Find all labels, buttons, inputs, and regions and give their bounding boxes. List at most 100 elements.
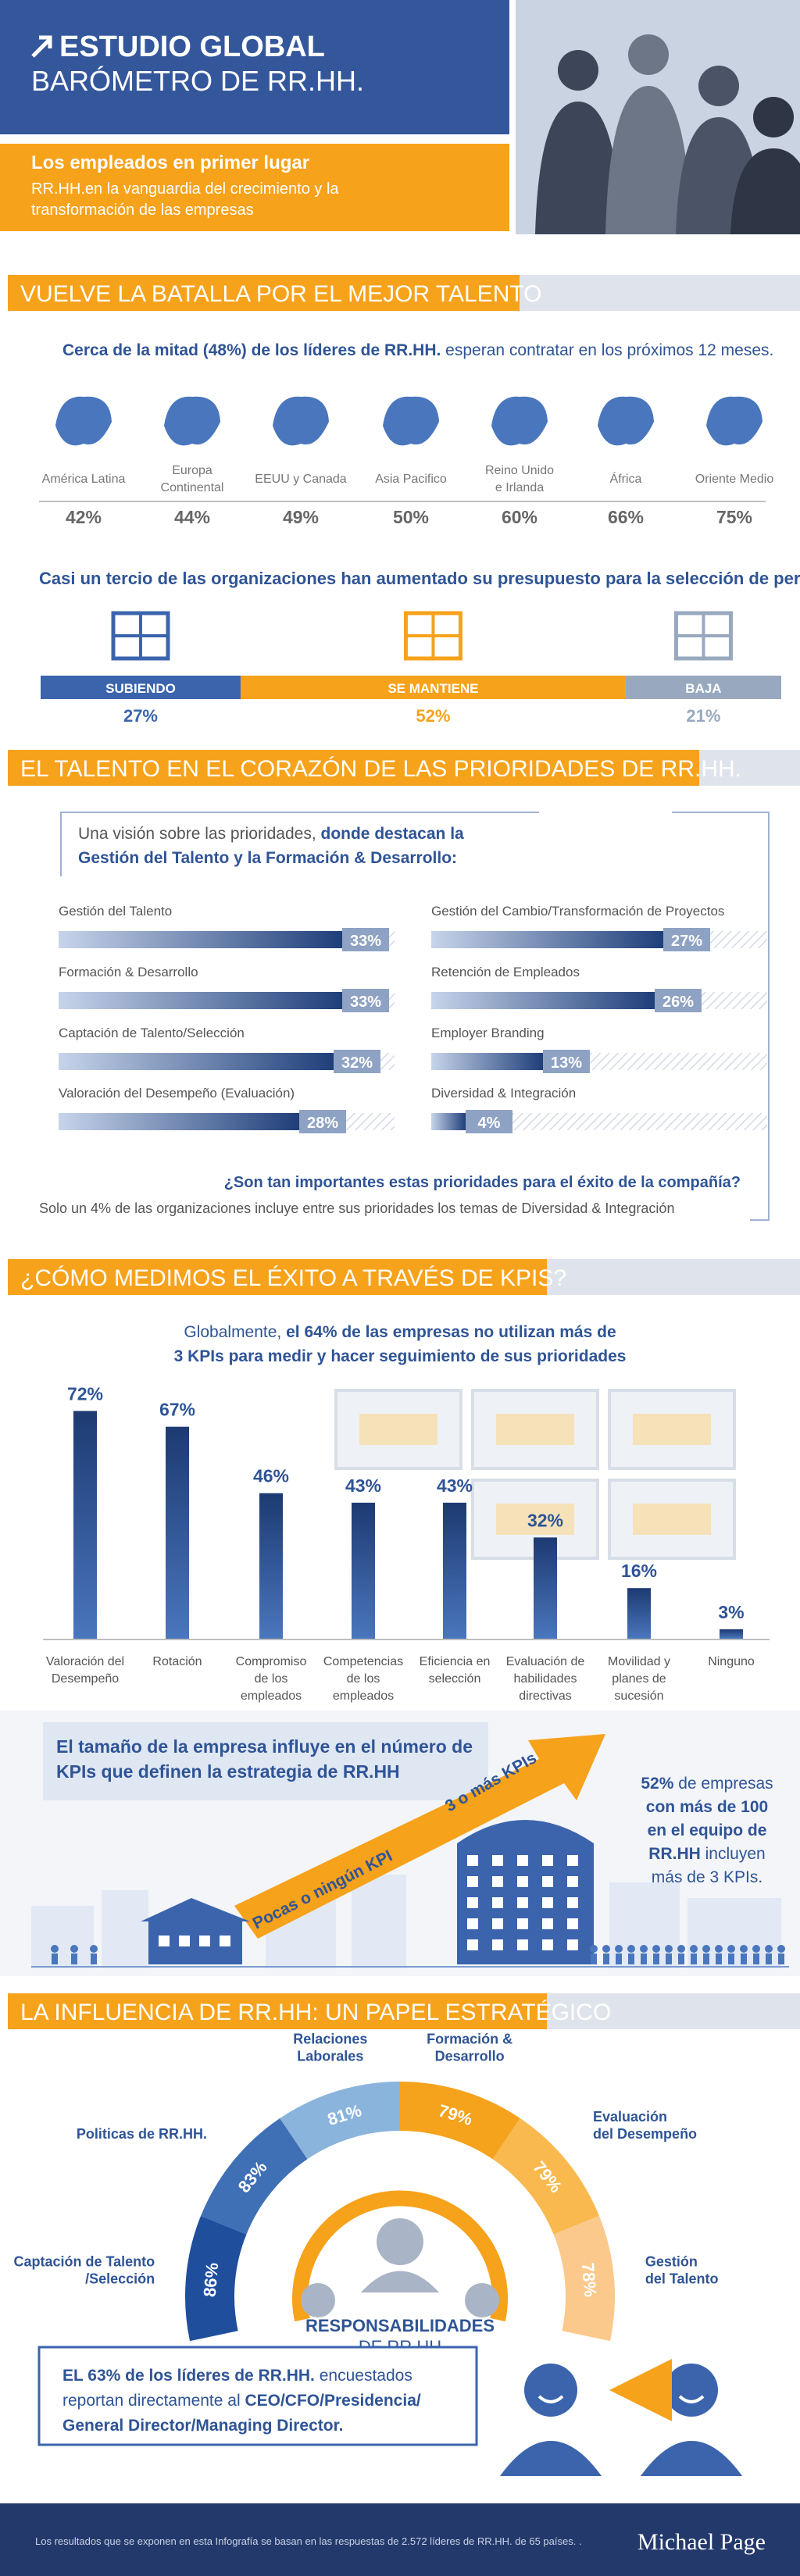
region-map <box>55 396 112 446</box>
side-person-head <box>465 2283 499 2317</box>
priority-bar <box>59 992 342 1009</box>
person-head <box>640 1945 648 1953</box>
tagline-panel <box>0 144 509 231</box>
region-name: Europa <box>172 464 212 477</box>
budget-heading: Casi un tercio de las organizaciones han… <box>39 569 800 588</box>
icon-person-body <box>500 2441 602 2476</box>
person-head <box>652 1945 660 1953</box>
kpi-name: Evaluación de <box>506 1655 585 1668</box>
arc-segment <box>553 2215 616 2342</box>
kpi-name: Eficiencia en <box>420 1655 491 1668</box>
priority-value: 28% <box>307 1115 338 1132</box>
kpi-value: 3% <box>718 1602 744 1622</box>
window-icon-grid <box>405 613 461 658</box>
kpi-name: empleados <box>241 1689 302 1703</box>
kpi-value: 67% <box>159 1400 195 1420</box>
priority-name: Retención de Empleados <box>431 965 580 979</box>
person-body <box>691 1953 697 1964</box>
budget-name: BAJA <box>685 681 721 696</box>
window <box>567 1855 578 1866</box>
kpi-name: Competencias <box>323 1655 403 1668</box>
window <box>567 1939 578 1950</box>
plain-text: incluyen <box>701 1845 766 1863</box>
window <box>467 1918 478 1929</box>
region-name: América Latina <box>42 473 126 486</box>
priority-bar <box>59 1113 299 1130</box>
window <box>517 1918 528 1929</box>
person-body <box>91 1953 97 1964</box>
rich-text: en el equipo de <box>648 1821 767 1839</box>
priority-bar <box>59 931 342 948</box>
window <box>542 1897 553 1908</box>
priority-name: Diversidad & Integración <box>431 1086 576 1101</box>
skyline <box>352 1875 406 1968</box>
region-value: 66% <box>608 507 644 527</box>
plain-text: encuestados <box>315 2367 412 2385</box>
window <box>517 1939 528 1950</box>
kpi-name: Valoración del <box>46 1655 124 1668</box>
rich-text: con más de 100 <box>646 1798 768 1816</box>
kpi-value: 43% <box>437 1475 473 1496</box>
budget-value: 52% <box>416 706 450 726</box>
priority-remainder <box>380 1053 395 1070</box>
heading-band <box>8 275 520 311</box>
bold-text: con más de 100 <box>646 1798 768 1816</box>
dashboard-icon-chart <box>359 1414 438 1445</box>
priority-name: Employer Branding <box>431 1026 545 1040</box>
heading-band-gray <box>547 1259 800 1295</box>
person-body <box>716 1953 722 1964</box>
priority-bar <box>431 1053 543 1070</box>
photo-person-head <box>753 97 794 137</box>
priority-label-box <box>655 989 702 1012</box>
arc-name: Laborales <box>297 2048 363 2064</box>
building-roof <box>457 1820 594 1843</box>
house-roof <box>141 1898 250 1921</box>
heading-band-gray <box>699 750 800 786</box>
window <box>542 1855 553 1866</box>
rich-text: reportan directamente al CEO/CFO/Preside… <box>62 2392 421 2410</box>
kpi-name: planes de <box>612 1672 666 1686</box>
person-head <box>727 1945 735 1953</box>
window <box>467 1876 478 1887</box>
section-heading: EL TALENTO EN EL CORAZÓN DE LAS PRIORIDA… <box>20 756 741 782</box>
rich-text: 3 KPIs para medir y hacer seguimiento de… <box>174 1347 627 1365</box>
person-body <box>591 1953 597 1964</box>
side-person-head <box>301 2283 335 2317</box>
bold-text: en el equipo de <box>648 1821 767 1839</box>
priority-bar <box>431 992 655 1009</box>
bold-text: el 64% de las empresas no utilizan más d… <box>286 1323 616 1341</box>
rich-text: Una visión sobre las prioridades, donde … <box>78 825 464 843</box>
priority-bar <box>431 931 663 948</box>
window <box>567 1876 578 1887</box>
window <box>467 1939 478 1950</box>
arc-name: del Talento <box>645 2271 719 2286</box>
kpi-value: 46% <box>253 1466 289 1486</box>
window <box>199 1936 210 1946</box>
window <box>179 1936 190 1946</box>
region-name: África <box>610 471 642 486</box>
photo-person-body <box>535 102 621 234</box>
priority-name: Captación de Talento/Selección <box>59 1026 245 1040</box>
kpi-name: Ninguno <box>708 1655 755 1668</box>
bold-text: EL 63% de los líderes de RR.HH. <box>62 2367 315 2385</box>
center-person-head <box>377 2218 423 2265</box>
priority-label-box <box>299 1110 346 1133</box>
person-body <box>641 1953 647 1964</box>
arc-name: Politicas de RR.HH. <box>77 2126 207 2142</box>
window <box>492 1918 503 1929</box>
priority-value: 4% <box>478 1115 501 1132</box>
photo-person-head <box>628 34 669 75</box>
person-head <box>602 1945 610 1953</box>
window <box>517 1855 528 1866</box>
rich-text: EL 63% de los líderes de RR.HH. encuesta… <box>62 2367 412 2385</box>
icon-person-head <box>524 2364 577 2417</box>
bold-text: 3 KPIs para medir y hacer seguimiento de… <box>174 1347 627 1365</box>
description: transformación de las empresas <box>31 202 254 219</box>
window <box>220 1936 230 1946</box>
priority-bar <box>59 1053 334 1070</box>
arc-segment <box>201 2118 308 2235</box>
person-body <box>653 1953 659 1964</box>
plain-text: más de 3 KPIs. <box>652 1868 762 1886</box>
region-value: 60% <box>502 507 538 527</box>
answer: Solo un 4% de las organizaciones incluye… <box>39 1201 674 1216</box>
